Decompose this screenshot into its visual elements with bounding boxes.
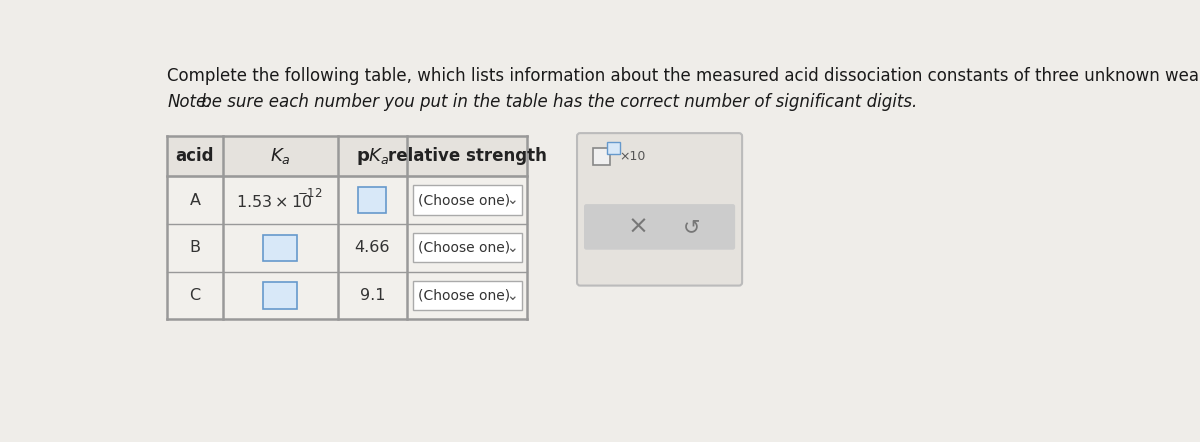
Text: $K_a$: $K_a$ xyxy=(270,146,290,166)
FancyBboxPatch shape xyxy=(577,133,742,286)
Text: B: B xyxy=(190,240,200,255)
Text: 9.1: 9.1 xyxy=(360,288,385,303)
Text: (Choose one): (Choose one) xyxy=(418,289,510,303)
Text: $-12$: $-12$ xyxy=(296,187,323,201)
Text: (Choose one): (Choose one) xyxy=(418,193,510,207)
Text: (Choose one): (Choose one) xyxy=(418,241,510,255)
Text: p$K_a$: p$K_a$ xyxy=(355,146,389,167)
Text: acid: acid xyxy=(175,147,214,165)
Text: 4.66: 4.66 xyxy=(355,240,390,255)
FancyBboxPatch shape xyxy=(607,141,619,154)
Text: relative strength: relative strength xyxy=(388,147,547,165)
FancyBboxPatch shape xyxy=(413,186,522,215)
Text: ×: × xyxy=(628,215,648,239)
Text: A: A xyxy=(190,193,200,208)
Bar xyxy=(167,136,528,176)
Text: $1.53\times10$: $1.53\times10$ xyxy=(235,194,312,210)
FancyBboxPatch shape xyxy=(413,281,522,310)
FancyBboxPatch shape xyxy=(413,233,522,263)
Text: Note:: Note: xyxy=(167,93,212,111)
FancyBboxPatch shape xyxy=(263,282,298,309)
FancyBboxPatch shape xyxy=(263,235,298,261)
Text: ⌄: ⌄ xyxy=(506,289,518,303)
Text: ↺: ↺ xyxy=(683,217,701,237)
Text: be sure each number you put in the table has the correct number of significant d: be sure each number you put in the table… xyxy=(197,93,918,111)
FancyBboxPatch shape xyxy=(584,204,736,250)
FancyBboxPatch shape xyxy=(359,187,386,213)
Text: ×10: ×10 xyxy=(619,150,646,163)
Text: ⌄: ⌄ xyxy=(506,241,518,255)
FancyBboxPatch shape xyxy=(593,148,611,165)
Bar xyxy=(167,136,528,320)
Text: ⌄: ⌄ xyxy=(506,193,518,207)
Text: Complete the following table, which lists information about the measured acid di: Complete the following table, which list… xyxy=(167,67,1200,85)
Text: C: C xyxy=(190,288,200,303)
